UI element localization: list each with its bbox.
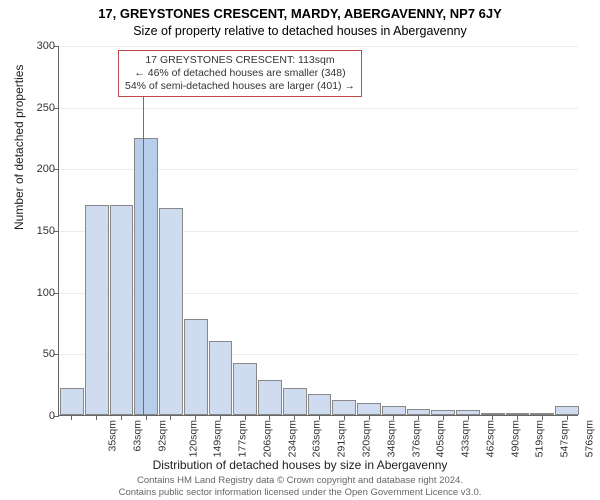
histogram-bar [85,205,109,415]
gridline [59,108,578,109]
callout-line1: 17 GREYSTONES CRESCENT: 113sqm [125,54,355,67]
xtick-mark [294,415,295,420]
ytick-label: 200 [31,163,55,175]
property-marker-line [143,97,144,415]
xtick-mark [567,415,568,420]
page-title-address: 17, GREYSTONES CRESCENT, MARDY, ABERGAVE… [0,0,600,21]
y-axis-label: Number of detached properties [12,65,26,230]
xtick-label: 92sqm [156,420,168,452]
xtick-mark [492,415,493,420]
xtick-label: 433sqm [459,420,471,457]
gridline [59,46,578,47]
xtick-label: 263sqm [311,420,323,457]
histogram-bar [159,208,183,415]
xtick-mark [369,415,370,420]
xtick-label: 405sqm [435,420,447,457]
xtick-label: 234sqm [286,420,298,457]
xtick-mark [542,415,543,420]
xtick-label: 376sqm [410,420,422,457]
xtick-mark [443,415,444,420]
xtick-label: 149sqm [212,420,224,457]
xtick-label: 576sqm [583,420,595,457]
footer-attribution: Contains HM Land Registry data © Crown c… [0,475,600,498]
xtick-label: 320sqm [360,420,372,457]
histogram-bar [110,205,134,415]
xtick-mark [121,415,122,420]
xtick-label: 291sqm [336,420,348,457]
xtick-mark [245,415,246,420]
xtick-label: 348sqm [385,420,397,457]
xtick-mark [146,415,147,420]
histogram-bar [555,406,579,415]
ytick-label: 100 [31,287,55,299]
xtick-label: 206sqm [261,420,273,457]
histogram-bar [60,388,84,415]
histogram-bar [233,363,257,415]
xtick-label: 462sqm [484,420,496,457]
histogram-bar [332,400,356,415]
xtick-label: 63sqm [132,420,144,452]
xtick-mark [96,415,97,420]
xtick-mark [344,415,345,420]
xtick-mark [468,415,469,420]
histogram-bar [382,406,406,415]
xtick-label: 35sqm [107,420,119,452]
xtick-mark [393,415,394,420]
xtick-mark [220,415,221,420]
xtick-mark [195,415,196,420]
histogram-chart: 05010015020025030035sqm63sqm92sqm120sqm1… [58,46,578,416]
xtick-mark [71,415,72,420]
x-axis-label: Distribution of detached houses by size … [0,458,600,472]
callout-line3: 54% of semi-detached houses are larger (… [125,80,355,93]
xtick-mark [170,415,171,420]
footer-line2: Contains public sector information licen… [0,487,600,498]
xtick-label: 177sqm [237,420,249,457]
histogram-bar [209,341,233,415]
plot-area: 05010015020025030035sqm63sqm92sqm120sqm1… [58,46,578,416]
ytick-label: 300 [31,40,55,52]
callout-line2: ← 46% of detached houses are smaller (34… [125,67,355,80]
xtick-mark [418,415,419,420]
callout-box: 17 GREYSTONES CRESCENT: 113sqm ← 46% of … [118,50,362,97]
xtick-mark [319,415,320,420]
histogram-bar [283,388,307,415]
xtick-mark [269,415,270,420]
ytick-label: 50 [31,348,55,360]
xtick-label: 547sqm [558,420,570,457]
ytick-label: 0 [31,410,55,422]
xtick-label: 519sqm [534,420,546,457]
histogram-bar [258,380,282,415]
ytick-label: 250 [31,102,55,114]
histogram-bar [184,319,208,415]
xtick-mark [517,415,518,420]
histogram-bar [357,403,381,415]
footer-line1: Contains HM Land Registry data © Crown c… [0,475,600,486]
xtick-label: 120sqm [187,420,199,457]
ytick-label: 150 [31,225,55,237]
histogram-bar [308,394,332,415]
xtick-label: 490sqm [509,420,521,457]
page-title-sub: Size of property relative to detached ho… [0,21,600,38]
histogram-bar [134,138,158,416]
